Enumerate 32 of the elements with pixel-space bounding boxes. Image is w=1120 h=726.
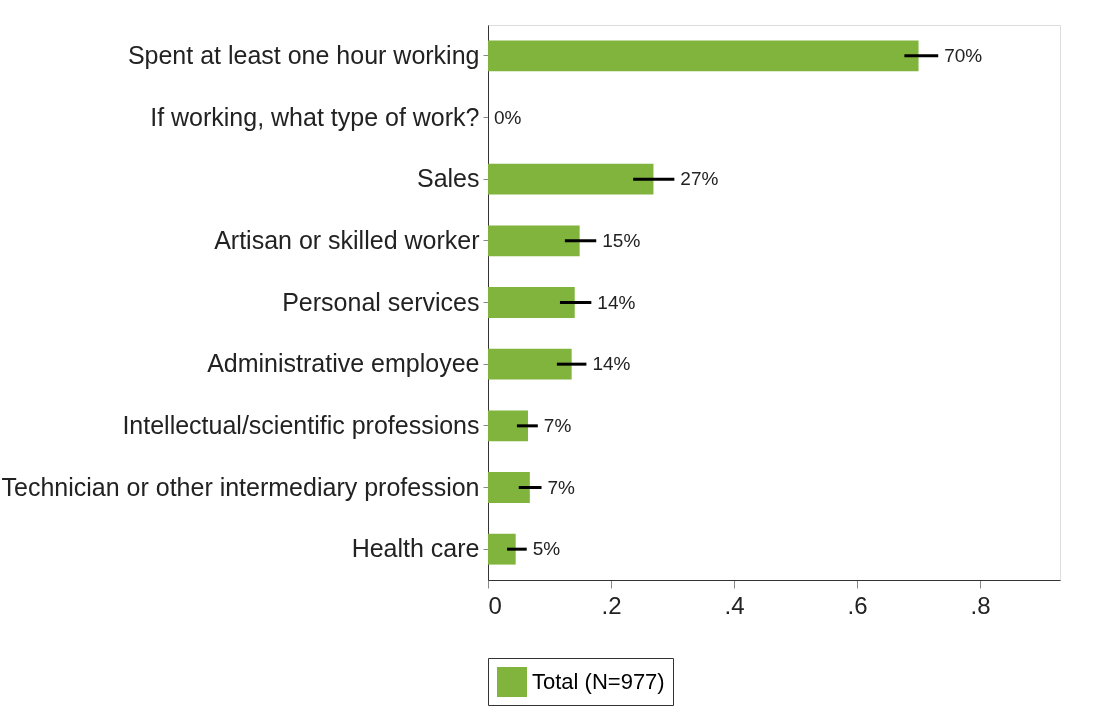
y-tick-label: Artisan or skilled worker xyxy=(214,225,480,254)
data-label: 15% xyxy=(602,229,641,251)
data-label: 5% xyxy=(532,538,561,560)
x-tick-label: .8 xyxy=(970,591,991,619)
y-tick-label: Intellectual/scientific professions xyxy=(122,410,480,439)
bar xyxy=(488,40,919,72)
bar xyxy=(488,410,528,442)
x-tick-label: .2 xyxy=(601,591,622,619)
bar xyxy=(488,225,580,257)
data-label: 7% xyxy=(547,476,576,498)
bar xyxy=(488,348,572,380)
y-tick-label: Health care xyxy=(351,534,480,563)
x-tick-label: .4 xyxy=(724,591,745,619)
y-tick-label: If working, what type of work? xyxy=(150,102,480,131)
data-label: 14% xyxy=(597,291,636,313)
y-tick-label: Spent at least one hour working xyxy=(127,40,480,69)
bar xyxy=(488,163,654,195)
y-tick-label: Technician or other intermediary profession xyxy=(1,472,480,501)
data-label: 0% xyxy=(494,106,522,128)
data-label: 14% xyxy=(592,353,631,375)
bar xyxy=(488,287,575,318)
bar xyxy=(488,472,530,503)
data-label: 27% xyxy=(680,168,719,190)
y-tick-label: Administrative employee xyxy=(207,349,480,378)
data-label: 7% xyxy=(543,414,572,436)
data-label: 70% xyxy=(944,44,983,66)
legend-label: Total (N=977) xyxy=(532,669,665,694)
bar xyxy=(488,533,516,565)
x-tick-label: 0 xyxy=(488,591,502,619)
x-tick-label: .6 xyxy=(847,591,868,619)
y-tick-label: Sales xyxy=(416,164,480,193)
y-tick-label: Personal services xyxy=(282,287,480,316)
